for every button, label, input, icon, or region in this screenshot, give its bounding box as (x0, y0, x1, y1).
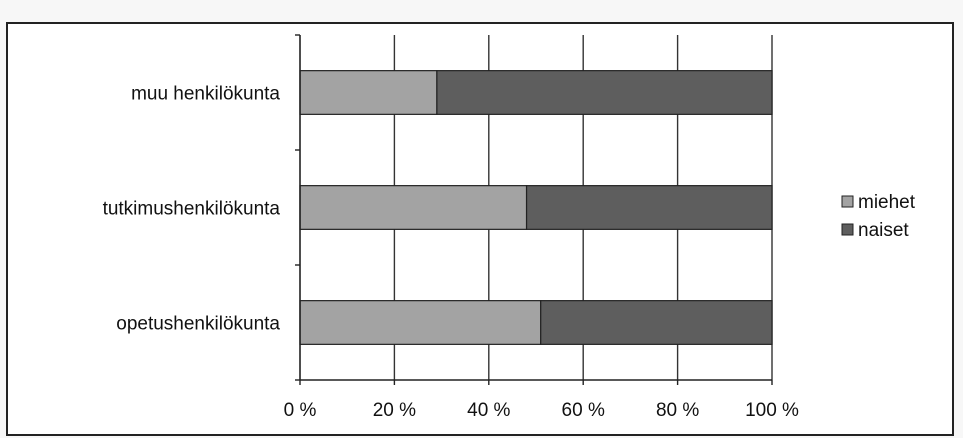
bar-miehet (299, 300, 542, 345)
bars (299, 70, 773, 345)
bar-miehet (299, 70, 438, 115)
bar-naiset (540, 300, 773, 345)
category-label: opetushenkilökunta (116, 314, 280, 335)
labels: 0 % 20 % 40 % 60 % 80 % 100 % muu henkilökunta… (103, 84, 799, 422)
legend-swatch-miehet (841, 195, 854, 208)
legend-swatch-naiset (841, 223, 854, 236)
bar-naiset (436, 70, 773, 115)
category-label: tutkimushenkilökunta (103, 199, 281, 220)
bar-naiset (525, 185, 773, 230)
legend-label-naiset: naiset (858, 220, 909, 241)
x-tick-label: 40 % (467, 400, 510, 421)
axes (295, 34, 773, 385)
x-tick-label: 60 % (562, 400, 605, 421)
legend-label-miehet: miehet (858, 192, 916, 213)
x-tick-label: 100 % (745, 400, 799, 421)
bar-miehet (299, 185, 528, 230)
category-label: muu henkilökunta (131, 84, 280, 105)
x-tick-label: 20 % (373, 400, 416, 421)
x-tick-label: 80 % (656, 400, 699, 421)
x-tick-label: 0 % (284, 400, 317, 421)
legend: miehet naiset (841, 192, 916, 241)
